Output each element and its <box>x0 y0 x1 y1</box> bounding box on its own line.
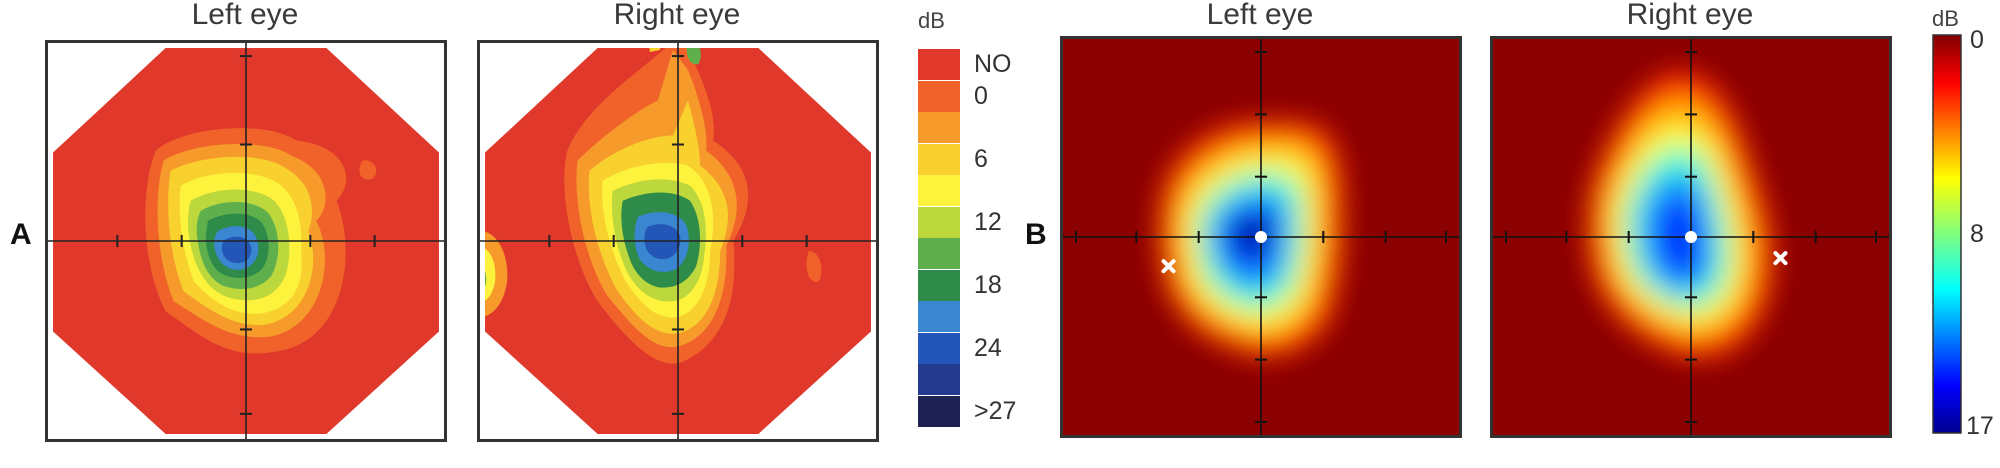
legend-swatch <box>918 269 960 301</box>
panel-b-colorbar-unit: dB <box>1932 6 1959 31</box>
legend-label: NO <box>974 50 1012 78</box>
panel-a-letter: A <box>10 218 32 251</box>
legend-label: 24 <box>974 333 1002 362</box>
legend-swatch <box>918 332 960 364</box>
panel-a-legend: NO 0 6 12 18 24 >27 <box>918 49 1058 429</box>
panel-b-right-eye-title: Right eye <box>1626 0 1754 31</box>
panel-b-right-eye-map <box>1490 36 1892 438</box>
legend-swatch <box>918 238 960 269</box>
legend-swatch <box>918 143 960 175</box>
legend-swatch <box>918 395 960 427</box>
panel-b-colorbar-tick-top: 0 <box>1970 26 1984 54</box>
legend-swatch <box>918 301 960 332</box>
panel-b-colorbar-tick-bottom: 17 <box>1966 412 1994 440</box>
panel-a-left-eye-title: Left eye <box>191 0 299 31</box>
legend-swatch <box>918 80 960 112</box>
legend-label: 12 <box>974 207 1002 236</box>
legend-label: 0 <box>974 81 988 110</box>
legend-label: >27 <box>974 396 1017 425</box>
legend-swatch <box>918 206 960 238</box>
legend-label: 6 <box>974 144 988 173</box>
panel-a-right-eye-title: Right eye <box>613 0 741 31</box>
panel-a-right-eye-map <box>477 40 879 442</box>
panel-b-left-eye-map <box>1060 36 1462 438</box>
legend-swatch <box>918 112 960 143</box>
panel-b-left-eye-title: Left eye <box>1206 0 1314 31</box>
legend-label: 18 <box>974 270 1002 299</box>
panel-b-colorbar-tick-middle: 8 <box>1970 220 1984 248</box>
panel-a-left-eye-map <box>45 40 447 442</box>
panel-a-legend-unit: dB <box>918 8 945 33</box>
legend-swatch <box>918 175 960 206</box>
panel-b-colorbar <box>1932 34 1962 434</box>
legend-swatch <box>918 49 960 80</box>
legend-swatch <box>918 364 960 395</box>
panel-b-letter: B <box>1025 218 1047 251</box>
